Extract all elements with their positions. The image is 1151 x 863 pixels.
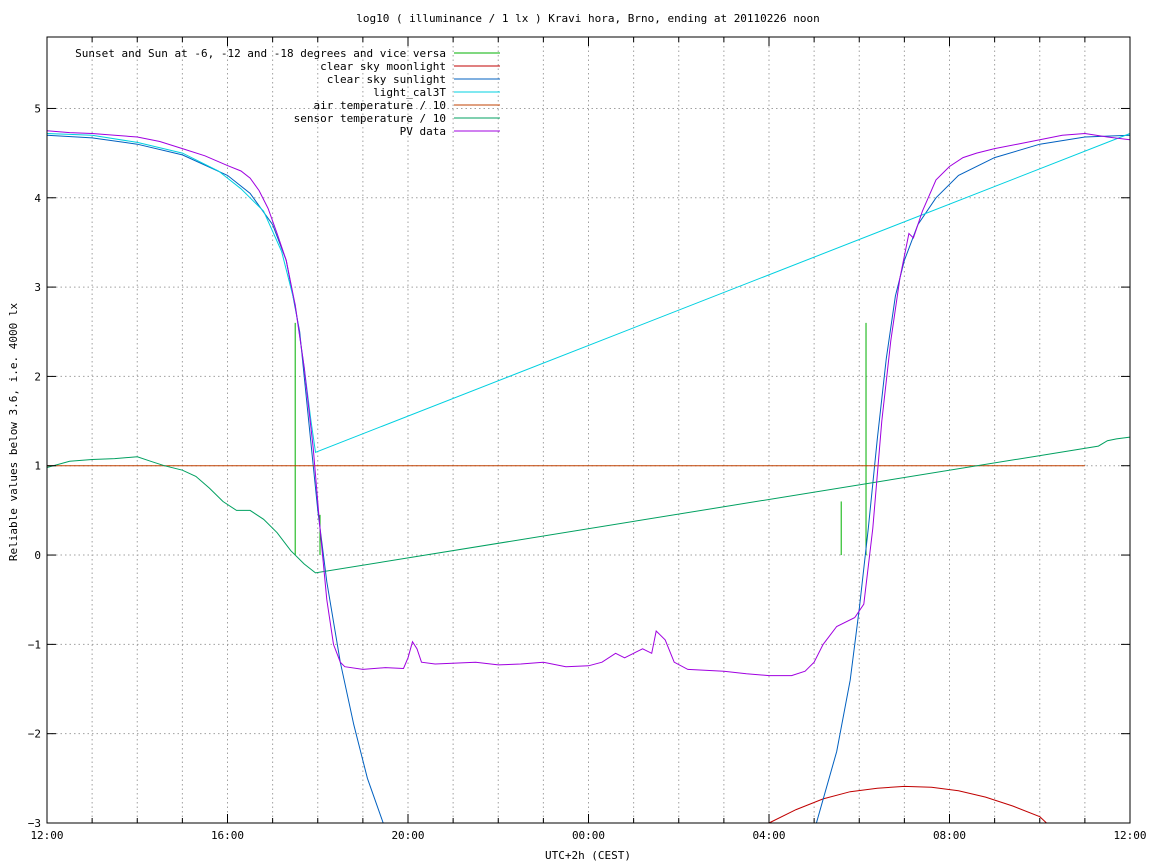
x-tick-label: 08:00 (933, 829, 966, 842)
x-tick-label: 04:00 (752, 829, 785, 842)
chart-title: log10 ( illuminance / 1 lx ) Kravi hora,… (356, 12, 820, 25)
x-tick-label: 16:00 (211, 829, 244, 842)
legend-label: PV data (400, 125, 446, 138)
y-tick-label: −3 (28, 817, 41, 830)
legend-label: clear sky moonlight (320, 60, 446, 73)
series-line-6 (46, 130, 1131, 677)
y-tick-label: −2 (28, 728, 41, 741)
y-axis-label: Reliable values below 3.6, i.e. 4000 lx (7, 302, 20, 561)
y-tick-label: 3 (34, 281, 41, 294)
x-tick-label: 12:00 (1113, 829, 1146, 842)
y-tick-label: −1 (28, 638, 41, 651)
legend-label: light_cal3T (373, 86, 446, 99)
x-axis-label: UTC+2h (CEST) (545, 849, 631, 862)
legend-label: air temperature / 10 (314, 99, 446, 112)
x-tick-label: 00:00 (572, 829, 605, 842)
tick-layer: 12:00 16:00 20:00 00:00 04:00 08:00 12:00−3−2−… (28, 37, 1147, 842)
legend-label: Sunset and Sun at -6, -12 and -18 degree… (75, 47, 446, 60)
x-tick-label: 20:00 (391, 829, 424, 842)
y-tick-label: 5 (34, 102, 41, 115)
y-tick-label: 2 (34, 370, 41, 383)
series-line-5 (46, 436, 1131, 574)
series-line-3 (46, 133, 1131, 453)
y-tick-label: 1 (34, 460, 41, 473)
y-tick-label: 0 (34, 549, 41, 562)
x-tick-label: 12:00 (30, 829, 63, 842)
series-line-1 (768, 785, 1047, 824)
legend-label: clear sky sunlight (327, 73, 446, 86)
y-tick-label: 4 (34, 192, 41, 205)
legend: Sunset and Sun at -6, -12 and -18 degree… (75, 47, 500, 138)
legend-label: sensor temperature / 10 (294, 112, 446, 125)
